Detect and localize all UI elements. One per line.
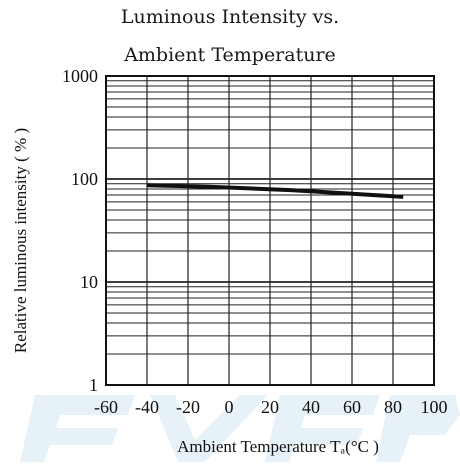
chart-title-line-2: Ambient Temperature [124,44,336,66]
watermark-shape [150,395,268,462]
x-tick-label: 100 [421,397,448,417]
y-tick-label: 100 [71,169,98,189]
x-tick-label: 40 [302,397,320,417]
watermark-logo [20,395,460,462]
x-tick-label: 80 [384,397,402,417]
y-tick-label: 1 [89,375,98,395]
x-tick-labels: -60 -40 -20 0 20 40 60 80 100 [94,397,448,417]
x-axis-label: Ambient Temperature Tₐ(°C ) [177,437,379,456]
chart-grid [105,75,435,386]
chart-title-line-1: Luminous Intensity vs. [120,6,340,28]
watermark-shape [376,395,460,462]
series-line [146,183,404,199]
y-tick-label: 10 [80,272,98,292]
x-tick-label: 60 [343,397,361,417]
watermark-shape [265,395,380,462]
x-tick-label: -60 [94,397,118,417]
plot-frame [105,75,435,386]
y-tick-label: 1000 [62,66,98,86]
y-tick-labels: 1 10 100 1000 [62,66,98,395]
watermark-shape [20,395,135,462]
chart-series [146,183,404,199]
x-tick-label: -40 [135,397,159,417]
x-tick-label: 20 [261,397,279,417]
x-tick-label: 0 [225,397,234,417]
y-axis-label: Relative luminous intensity ( % ) [11,128,30,353]
x-tick-label: -20 [176,397,200,417]
